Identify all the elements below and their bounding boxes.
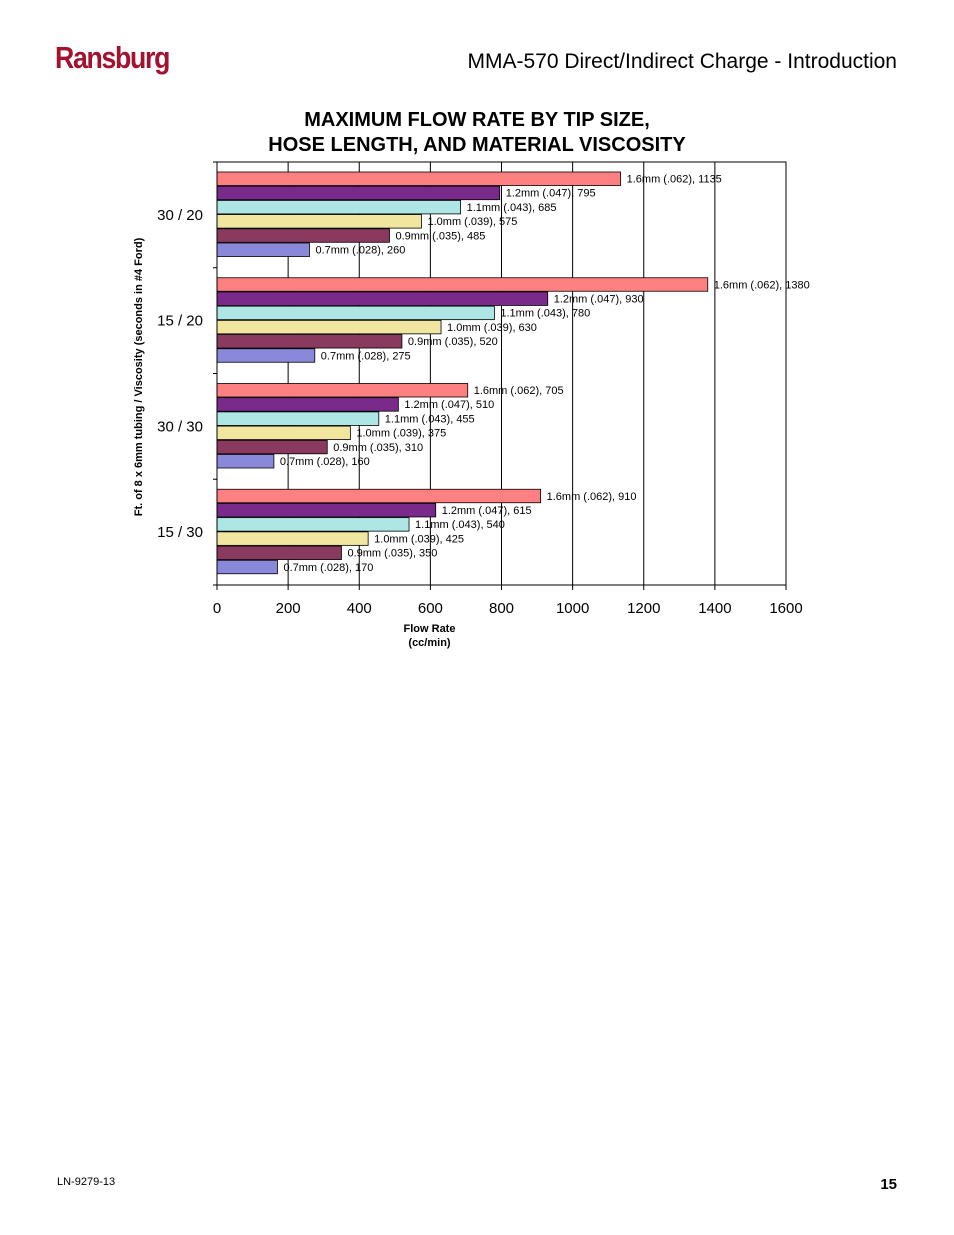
- bar: [216, 488, 542, 504]
- bar-data-label: 0.9mm (.035), 485: [395, 230, 485, 242]
- bar: [216, 425, 351, 441]
- bar-data-label: 1.1mm (.043), 455: [385, 413, 475, 425]
- bar: [216, 214, 422, 229]
- category-label: 30 / 30: [157, 418, 203, 435]
- bar: [216, 545, 342, 560]
- bar: [216, 411, 380, 426]
- x-tick-label: 400: [347, 600, 372, 617]
- category-label: 15 / 30: [157, 524, 203, 541]
- bar-data-label: 1.6mm (.062), 705: [474, 385, 564, 397]
- bar-data-label: 1.2mm (.047), 615: [442, 505, 532, 517]
- document-code: LN-9279-13: [57, 1176, 116, 1188]
- bar: [216, 439, 328, 455]
- x-axis-title: Flow Rate: [404, 623, 456, 635]
- bar-data-label: 1.2mm (.047), 510: [404, 399, 494, 411]
- bar-data-label: 0.7mm (.028), 160: [280, 456, 370, 468]
- bar: [216, 305, 495, 321]
- bar: [216, 334, 403, 349]
- x-tick-label: 600: [418, 600, 443, 617]
- brand-logo: Ransburg: [55, 40, 170, 75]
- bar-data-label: 1.2mm (.047), 930: [554, 293, 644, 305]
- chart-title-line-1: MAXIMUM FLOW RATE BY TIP SIZE,: [304, 109, 650, 131]
- bar: [216, 171, 622, 186]
- document-title: MMA-570 Direct/Indirect Charge - Introdu…: [467, 50, 897, 73]
- bar: [216, 199, 462, 215]
- bar: [216, 242, 310, 257]
- bar: [216, 397, 399, 412]
- bar-data-label: 0.7mm (.028), 170: [283, 562, 373, 574]
- x-tick-label: 1200: [627, 600, 660, 617]
- bar-data-label: 0.9mm (.035), 310: [333, 442, 423, 454]
- bar: [216, 319, 442, 335]
- page-number: 15: [880, 1176, 897, 1193]
- x-axis-unit: (cc/min): [408, 637, 451, 649]
- chart-title: MAXIMUM FLOW RATE BY TIP SIZE, HOSE LENG…: [200, 108, 754, 158]
- plot-frame: [216, 161, 787, 586]
- bar: [216, 559, 278, 575]
- bar-data-label: 1.6mm (.062), 1380: [714, 279, 810, 291]
- bar-data-label: 1.0mm (.039), 630: [447, 322, 537, 334]
- bar: [216, 517, 410, 532]
- bar: [216, 348, 316, 363]
- x-tick-label: 1400: [698, 600, 731, 617]
- y-axis-title: Ft. of 8 x 6mm tubing / Viscosity (secon…: [133, 237, 145, 516]
- bar: [216, 185, 501, 201]
- bar-data-label: 1.6mm (.062), 1135: [627, 174, 722, 186]
- x-tick-label: 0: [213, 600, 221, 617]
- bar-data-label: 0.7mm (.028), 275: [321, 350, 411, 362]
- bar: [216, 503, 437, 518]
- x-tick-label: 200: [276, 600, 301, 617]
- bar: [216, 228, 390, 243]
- x-tick-label: 1000: [556, 600, 589, 617]
- bar: [216, 383, 469, 398]
- bar: [216, 454, 275, 469]
- category-label: 30 / 20: [157, 207, 203, 224]
- bar-data-label: 1.1mm (.043), 685: [467, 202, 557, 214]
- bar: [216, 277, 709, 292]
- bar-data-label: 0.9mm (.035), 350: [347, 548, 437, 560]
- bar-data-label: 0.9mm (.035), 520: [408, 336, 498, 348]
- bar: [216, 531, 369, 546]
- bar: [216, 291, 549, 306]
- x-tick-label: 800: [489, 600, 514, 617]
- bar-data-label: 1.0mm (.039), 425: [374, 533, 464, 545]
- bar-data-label: 1.1mm (.043), 780: [500, 308, 590, 320]
- bar-data-label: 1.0mm (.039), 575: [427, 216, 517, 228]
- chart-title-line-2: HOSE LENGTH, AND MATERIAL VISCOSITY: [268, 134, 686, 156]
- bar-data-label: 1.6mm (.062), 910: [547, 491, 637, 503]
- bar-data-label: 1.0mm (.039), 375: [356, 428, 446, 440]
- bar-data-label: 1.2mm (.047), 795: [506, 188, 596, 200]
- category-label: 15 / 20: [157, 313, 203, 330]
- bar-data-label: 1.1mm (.043), 540: [415, 519, 505, 531]
- bar-data-label: 0.7mm (.028), 260: [315, 245, 405, 257]
- x-tick-label: 1600: [769, 600, 802, 617]
